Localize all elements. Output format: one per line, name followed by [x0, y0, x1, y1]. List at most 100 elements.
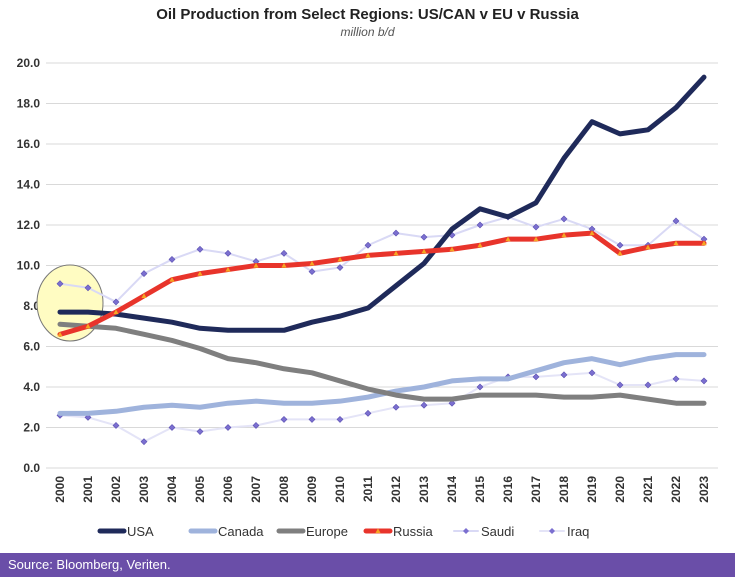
legend-marker-saudi: [463, 528, 469, 534]
data-point-russia: [197, 271, 203, 276]
data-point-saudi: [532, 223, 540, 231]
data-point-russia: [169, 277, 175, 282]
series-line-usa: [57, 74, 707, 333]
y-tick-label: 10.0: [17, 259, 41, 273]
data-point-saudi: [280, 249, 288, 257]
data-point-russia: [589, 230, 595, 236]
x-tick-label: 2009: [305, 476, 319, 503]
source-text: Source: Bloomberg, Veriten.: [8, 557, 171, 572]
data-point-russia: [365, 252, 371, 258]
data-point-saudi: [168, 256, 176, 263]
data-point-saudi: [224, 249, 232, 257]
data-point-saudi: [672, 217, 680, 225]
y-tick-label: 14.0: [17, 178, 41, 192]
x-tick-label: 2013: [417, 476, 431, 503]
x-tick-label: 2019: [585, 476, 599, 503]
data-point-iraq: [280, 415, 288, 423]
data-point-saudi: [196, 245, 204, 253]
footer-bar: Source: Bloomberg, Veriten.: [0, 553, 735, 577]
chart-subtitle: million b/d: [340, 25, 395, 39]
data-point-russia: [225, 266, 231, 272]
x-tick-label: 2005: [193, 476, 207, 503]
data-point-saudi: [112, 298, 120, 306]
data-point-russia: [533, 236, 539, 242]
x-tick-label: 2007: [249, 476, 263, 503]
x-tick-label: 2002: [109, 476, 123, 503]
legend-label-saudi: Saudi: [481, 524, 514, 539]
data-point-iraq: [700, 377, 708, 385]
legend-label-russia: Russia: [393, 524, 434, 539]
data-point-saudi: [336, 264, 344, 271]
x-tick-label: 2022: [669, 476, 683, 503]
data-point-russia: [701, 240, 707, 246]
x-tick-label: 2017: [529, 476, 543, 503]
data-point-saudi: [364, 241, 372, 249]
x-tick-label: 2000: [53, 476, 67, 503]
data-point-saudi: [84, 284, 92, 292]
y-tick-label: 4.0: [23, 380, 40, 394]
y-tick-label: 2.0: [23, 421, 40, 435]
x-tick-label: 2016: [501, 476, 515, 503]
chart-title: Oil Production from Select Regions: US/C…: [156, 6, 579, 23]
x-tick-label: 2018: [557, 476, 571, 503]
data-point-iraq: [420, 401, 428, 409]
data-point-russia: [281, 262, 287, 268]
legend-label-canada: Canada: [218, 524, 264, 539]
data-point-russia: [421, 248, 427, 254]
data-point-russia: [253, 262, 259, 268]
data-point-saudi: [140, 270, 148, 278]
data-point-saudi: [560, 215, 568, 223]
data-point-iraq: [140, 438, 148, 446]
data-point-russia: [113, 309, 119, 315]
data-point-russia: [645, 244, 651, 250]
series-line-saudi: [59, 215, 705, 303]
x-tick-label: 2021: [641, 476, 655, 503]
data-point-russia: [309, 260, 315, 266]
data-point-iraq: [336, 415, 344, 423]
data-point-russia: [85, 323, 91, 329]
data-point-saudi: [56, 280, 64, 288]
data-point-iraq: [392, 403, 400, 411]
data-point-russia: [505, 236, 511, 242]
data-point-russia: [477, 242, 483, 248]
data-point-russia: [393, 250, 399, 256]
x-tick-label: 2012: [389, 476, 403, 503]
highlight-ellipse: [36, 264, 104, 342]
data-point-iraq: [448, 399, 456, 407]
data-point-iraq: [252, 422, 260, 429]
data-point-russia: [337, 256, 343, 262]
series-line-canada: [57, 352, 707, 416]
data-point-saudi: [420, 233, 428, 241]
line-chart: 0.0 2.0 4.0 6.0 8.0 10.0 12.0 14.0 16.0 18.0 20.0 2…: [17, 56, 718, 539]
data-point-iraq: [644, 381, 652, 389]
data-point-iraq: [84, 413, 92, 421]
x-tick-label: 2011: [361, 476, 375, 502]
data-point-iraq: [532, 373, 540, 381]
data-point-saudi: [616, 241, 624, 249]
y-tick-label: 0.0: [23, 461, 40, 475]
series-line-russia: [57, 230, 707, 337]
y-tick-label: 8.0: [23, 299, 40, 313]
data-point-russia: [673, 240, 679, 246]
data-point-russia: [449, 246, 455, 252]
y-tick-label: 18.0: [17, 97, 41, 111]
x-tick-label: 2015: [473, 476, 487, 503]
x-tick-label: 2010: [333, 476, 347, 503]
data-point-iraq: [588, 369, 596, 377]
data-point-saudi: [476, 221, 484, 229]
data-point-iraq: [476, 383, 484, 391]
x-tick-label: 2006: [221, 476, 235, 503]
data-point-russia: [561, 232, 567, 238]
x-tick-label: 2020: [613, 476, 627, 503]
x-tick-label: 2023: [697, 476, 711, 503]
legend-label-usa: USA: [127, 524, 154, 539]
legend-marker-iraq: [549, 528, 555, 534]
data-point-iraq: [364, 409, 372, 417]
legend-label-europe: Europe: [306, 524, 348, 539]
data-point-iraq: [308, 415, 316, 423]
legend-label-iraq: Iraq: [567, 524, 589, 539]
x-tick-label: 2004: [165, 476, 179, 503]
series-line-iraq: [59, 371, 705, 443]
y-tick-label: 16.0: [17, 137, 41, 151]
y-tick-label: 20.0: [17, 56, 41, 70]
